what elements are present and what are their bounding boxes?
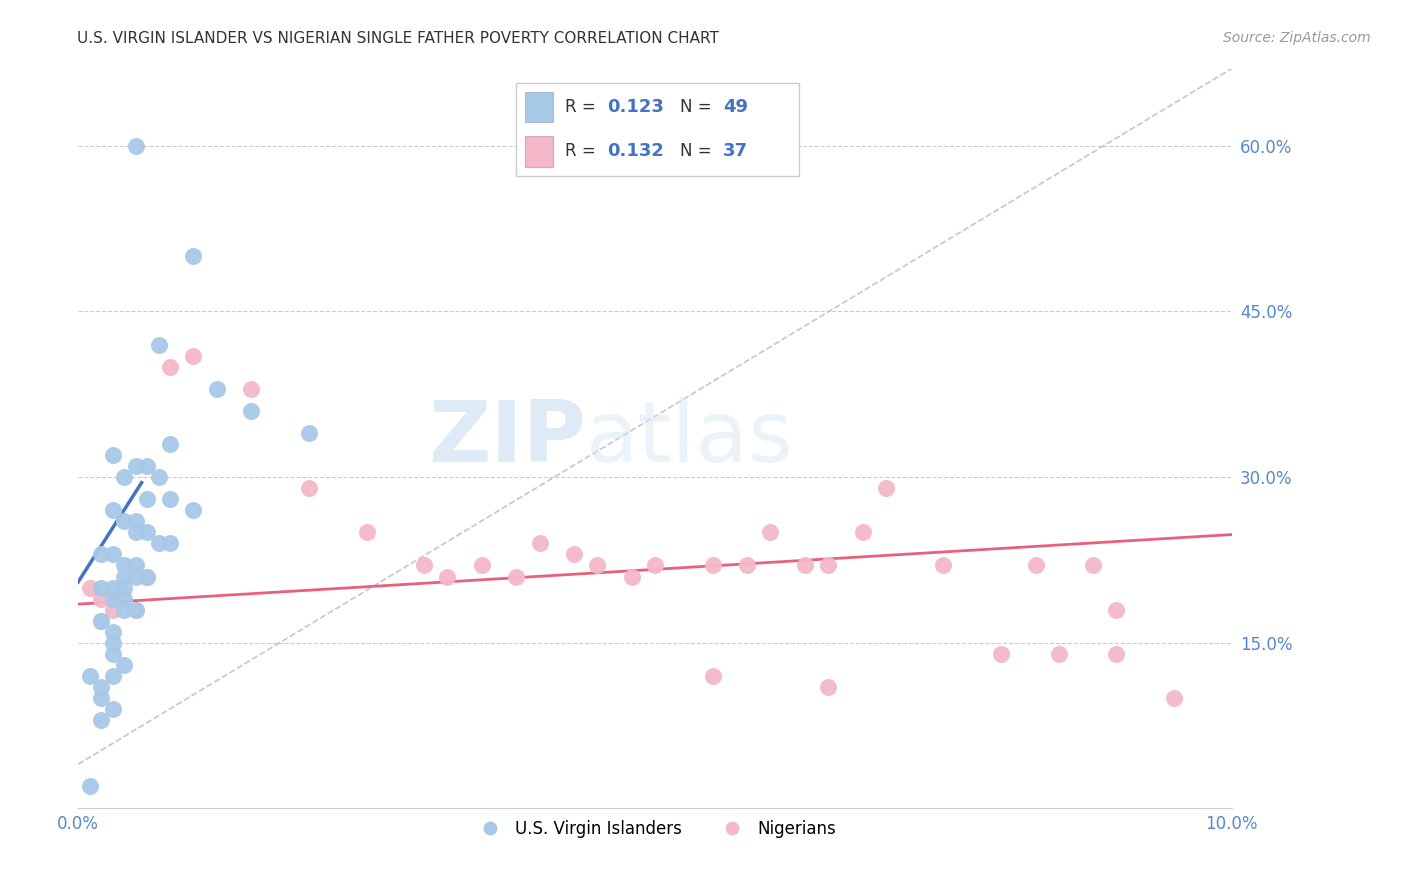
Point bbox=[101, 548, 124, 562]
Point bbox=[101, 669, 124, 683]
Point bbox=[298, 425, 321, 440]
Point bbox=[1105, 647, 1128, 661]
Point bbox=[735, 558, 758, 573]
Point bbox=[240, 404, 263, 418]
Point bbox=[79, 581, 101, 595]
Point bbox=[125, 602, 148, 616]
Point bbox=[136, 492, 159, 507]
Point bbox=[852, 525, 875, 540]
Point bbox=[990, 647, 1012, 661]
Point bbox=[112, 657, 135, 672]
Point bbox=[90, 614, 112, 628]
Point bbox=[183, 349, 205, 363]
Point bbox=[125, 459, 148, 474]
Point bbox=[90, 680, 112, 694]
Point bbox=[125, 602, 148, 616]
Point bbox=[112, 514, 135, 528]
Point bbox=[932, 558, 955, 573]
Point bbox=[471, 558, 494, 573]
Text: atlas: atlas bbox=[586, 397, 794, 480]
Point bbox=[101, 636, 124, 650]
Point bbox=[101, 702, 124, 716]
Point bbox=[112, 569, 135, 583]
Point bbox=[205, 382, 228, 396]
Point bbox=[136, 569, 159, 583]
Point bbox=[1025, 558, 1047, 573]
Legend: U.S. Virgin Islanders, Nigerians: U.S. Virgin Islanders, Nigerians bbox=[467, 814, 842, 845]
Point bbox=[1163, 691, 1185, 706]
Point bbox=[586, 558, 609, 573]
Point bbox=[90, 591, 112, 606]
Text: Source: ZipAtlas.com: Source: ZipAtlas.com bbox=[1223, 31, 1371, 45]
Point bbox=[90, 713, 112, 727]
Point bbox=[90, 691, 112, 706]
Point bbox=[159, 437, 181, 451]
Point bbox=[101, 591, 124, 606]
Point bbox=[1047, 647, 1070, 661]
Point bbox=[101, 581, 124, 595]
Point bbox=[644, 558, 666, 573]
Point bbox=[183, 249, 205, 263]
Point bbox=[562, 548, 585, 562]
Point bbox=[101, 602, 124, 616]
Point bbox=[90, 614, 112, 628]
Point bbox=[90, 581, 112, 595]
Point bbox=[505, 569, 527, 583]
Point bbox=[1083, 558, 1105, 573]
Point bbox=[125, 569, 148, 583]
Point bbox=[136, 525, 159, 540]
Point bbox=[136, 459, 159, 474]
Point bbox=[136, 569, 159, 583]
Point bbox=[101, 624, 124, 639]
Point bbox=[159, 536, 181, 550]
Point bbox=[702, 558, 724, 573]
Point bbox=[112, 591, 135, 606]
Point bbox=[793, 558, 815, 573]
Point bbox=[817, 680, 839, 694]
Point bbox=[436, 569, 458, 583]
Point bbox=[148, 536, 170, 550]
Point bbox=[101, 591, 124, 606]
Point bbox=[112, 558, 135, 573]
Point bbox=[620, 569, 643, 583]
Point bbox=[148, 470, 170, 484]
Point bbox=[759, 525, 782, 540]
Point bbox=[125, 514, 148, 528]
Point bbox=[159, 359, 181, 374]
Point bbox=[125, 558, 148, 573]
Point bbox=[101, 503, 124, 517]
Point bbox=[159, 492, 181, 507]
Point bbox=[90, 548, 112, 562]
Point bbox=[529, 536, 551, 550]
Point bbox=[356, 525, 378, 540]
Point bbox=[240, 382, 263, 396]
Point bbox=[183, 503, 205, 517]
Point bbox=[79, 669, 101, 683]
Point bbox=[101, 448, 124, 462]
Point bbox=[148, 337, 170, 351]
Point bbox=[875, 481, 897, 495]
Point bbox=[817, 558, 839, 573]
Text: ZIP: ZIP bbox=[427, 397, 586, 480]
Point bbox=[1105, 602, 1128, 616]
Point bbox=[112, 602, 135, 616]
Point bbox=[298, 481, 321, 495]
Text: U.S. VIRGIN ISLANDER VS NIGERIAN SINGLE FATHER POVERTY CORRELATION CHART: U.S. VIRGIN ISLANDER VS NIGERIAN SINGLE … bbox=[77, 31, 720, 46]
Point bbox=[79, 780, 101, 794]
Point bbox=[101, 647, 124, 661]
Point bbox=[125, 525, 148, 540]
Point bbox=[125, 138, 148, 153]
Point bbox=[112, 470, 135, 484]
Point bbox=[413, 558, 436, 573]
Point bbox=[112, 581, 135, 595]
Point bbox=[702, 669, 724, 683]
